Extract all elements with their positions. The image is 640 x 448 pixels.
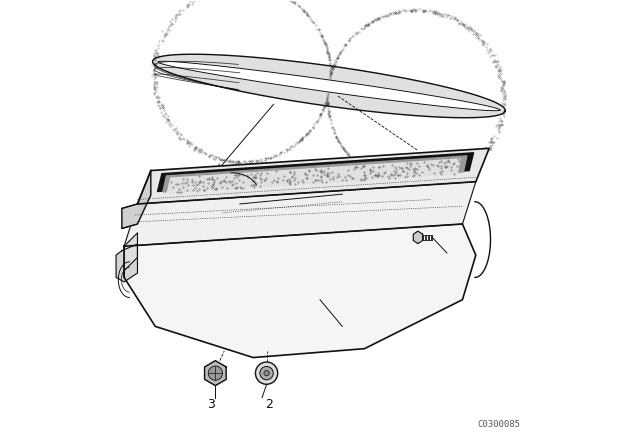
- Polygon shape: [413, 231, 422, 244]
- Text: 3: 3: [207, 398, 215, 411]
- Polygon shape: [163, 156, 467, 192]
- Polygon shape: [122, 171, 151, 228]
- Circle shape: [255, 362, 278, 384]
- Text: 4: 4: [207, 173, 215, 186]
- Text: C0300085: C0300085: [477, 420, 520, 429]
- Circle shape: [208, 366, 223, 380]
- Polygon shape: [116, 244, 138, 282]
- Polygon shape: [167, 159, 460, 193]
- Polygon shape: [124, 182, 476, 246]
- Circle shape: [260, 366, 273, 380]
- Text: 2: 2: [265, 398, 273, 411]
- Polygon shape: [124, 233, 138, 277]
- Polygon shape: [157, 153, 474, 191]
- Circle shape: [264, 370, 269, 376]
- Polygon shape: [205, 361, 226, 386]
- Polygon shape: [152, 54, 506, 118]
- Text: 5: 5: [454, 246, 461, 259]
- Polygon shape: [138, 148, 489, 204]
- Text: 1: 1: [343, 324, 351, 337]
- Polygon shape: [124, 224, 476, 358]
- Polygon shape: [158, 61, 500, 111]
